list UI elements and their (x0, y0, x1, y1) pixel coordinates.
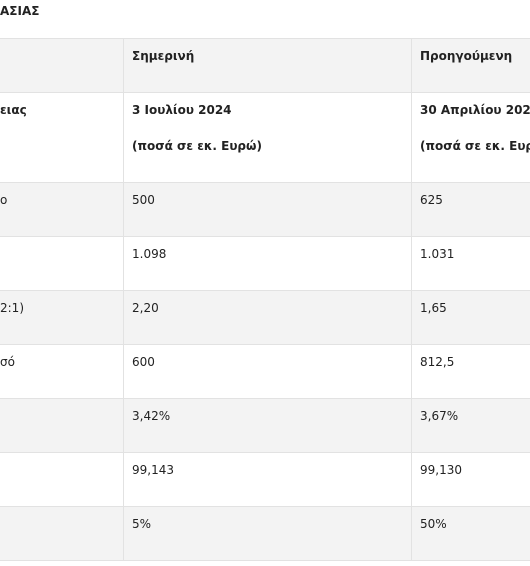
table-row (0, 344, 530, 399)
table-row (0, 236, 530, 291)
cell-text: (ποσά σε εκ. Ευρ (420, 139, 530, 153)
cell-text: 600 (132, 355, 155, 369)
column-divider (123, 38, 124, 560)
table-row (0, 92, 530, 183)
row-label: σό (0, 355, 15, 369)
cell-text: 1.098 (132, 247, 167, 261)
cell-text: 1,65 (420, 301, 447, 315)
table-row (0, 290, 530, 345)
cell-text: 812,5 (420, 355, 455, 369)
row-label: ειας (0, 103, 27, 117)
cell-text: 99,143 (132, 463, 174, 477)
column-divider (411, 38, 412, 560)
cell-text: 3,42% (132, 409, 171, 423)
cell-text: 3 Ιουλίου 2024 (132, 103, 232, 117)
cell-text: 30 Απριλίου 2024 (420, 103, 530, 117)
cell-text: 2,20 (132, 301, 159, 315)
cell-text: 3,67% (420, 409, 459, 423)
cell-text: 99,130 (420, 463, 462, 477)
table-row (0, 452, 530, 507)
table-row (0, 398, 530, 453)
page-title: ΑΣΙΑΣ (0, 4, 40, 18)
cell-text: 500 (132, 193, 155, 207)
cell-text: 1.031 (420, 247, 455, 261)
cell-text: (ποσά σε εκ. Ευρώ) (132, 139, 262, 153)
table-row (0, 182, 530, 237)
column-header: Σημερινή (132, 49, 195, 63)
cell-text: 5% (132, 517, 152, 531)
table-bottom (0, 560, 530, 561)
table-row (0, 506, 530, 561)
column-header: Προηγούμενη (420, 49, 513, 63)
header-row (0, 38, 530, 93)
row-label: 2:1) (0, 301, 24, 315)
cell-text: 625 (420, 193, 443, 207)
row-label: ο (0, 193, 8, 207)
cell-text: 50% (420, 517, 447, 531)
